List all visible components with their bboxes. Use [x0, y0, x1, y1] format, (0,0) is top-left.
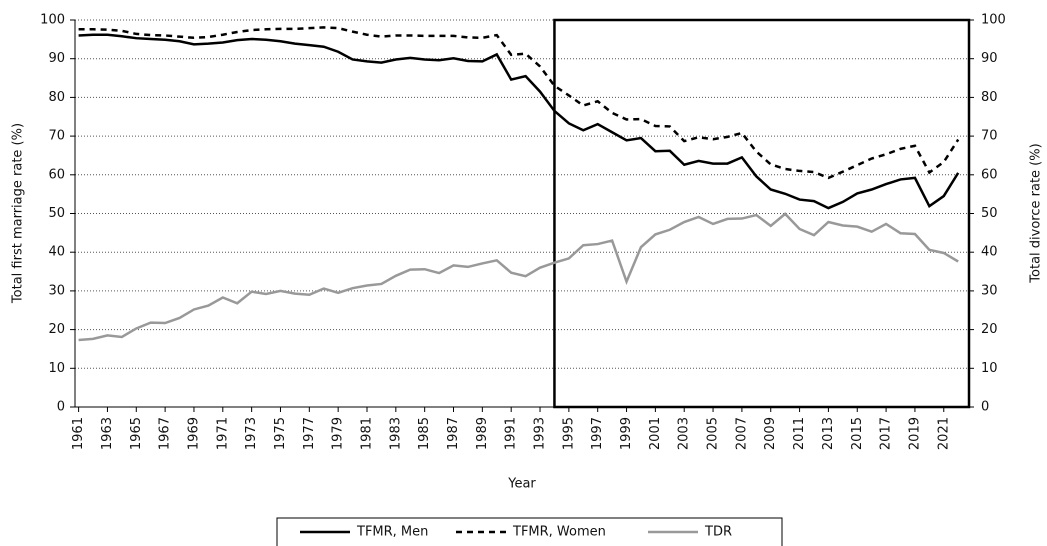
x-tick-label: 1975 [273, 417, 288, 450]
series-line [78, 26, 960, 180]
x-tick-label: 1993 [533, 417, 548, 450]
y2-tick-label: 60 [981, 167, 998, 182]
y2-tick-label: 80 [981, 90, 998, 105]
y-tick-label: 30 [48, 283, 65, 298]
y2-axis-label: Total divorce rate (%) [1029, 143, 1044, 283]
y-tick-label: 90 [48, 51, 65, 66]
x-tick-label: 2003 [677, 417, 692, 450]
x-tick-label: 2001 [648, 417, 663, 450]
series-line [78, 212, 959, 342]
highlight-box [553, 18, 971, 409]
y-tick-label: 80 [48, 90, 65, 105]
y-tick-label: 10 [48, 361, 65, 376]
x-tick-label: 2015 [850, 417, 865, 450]
x-tick-label: 1995 [561, 417, 576, 450]
x-axis-label: Year [507, 477, 536, 492]
legend-box [276, 517, 783, 546]
legend-label: TFMR, Men [356, 525, 428, 540]
y-tick-label: 20 [48, 322, 65, 337]
x-tick-label: 1967 [158, 417, 173, 450]
y2-tick-label: 0 [981, 400, 989, 415]
x-tick-label: 1963 [100, 417, 115, 450]
y-tick-label: 0 [57, 400, 65, 415]
x-tick-label: 1989 [475, 417, 490, 450]
y-tick-label: 60 [48, 167, 65, 182]
y-tick-label: 50 [48, 206, 65, 221]
x-tick-label: 1979 [331, 417, 346, 450]
y-tick-label: 70 [48, 129, 65, 144]
y2-tick-label: 50 [981, 206, 998, 221]
y2-tick-label: 100 [981, 13, 1006, 28]
x-tick-label: 1987 [446, 417, 461, 450]
x-tick-label: 2009 [763, 417, 778, 450]
x-tick-label: 1977 [302, 417, 317, 450]
y-tick-label: 100 [40, 13, 65, 28]
y2-tick-label: 10 [981, 361, 998, 376]
y-axis-label: Total first marriage rate (%) [11, 123, 26, 304]
x-tick-label: 1973 [244, 417, 259, 450]
x-tick-label: 1969 [186, 417, 201, 450]
y2-tick-label: 70 [981, 129, 998, 144]
x-tick-label: 1965 [129, 417, 144, 450]
x-tick-label: 2019 [907, 417, 922, 450]
x-tick-label: 2017 [879, 417, 894, 450]
x-tick-label: 1997 [590, 417, 605, 450]
x-tick-label: 1983 [388, 417, 403, 450]
x-tick-label: 2021 [936, 417, 951, 450]
x-tick-label: 1999 [619, 417, 634, 450]
x-tick-label: 1961 [71, 417, 86, 450]
x-tick-label: 1991 [504, 417, 519, 450]
x-tick-label: 2007 [734, 417, 749, 450]
y2-tick-label: 20 [981, 322, 998, 337]
x-tick-label: 2005 [706, 417, 721, 450]
y2-tick-label: 30 [981, 283, 998, 298]
y-tick-label: 40 [48, 245, 65, 260]
y2-tick-label: 40 [981, 245, 998, 260]
legend-label: TDR [704, 525, 732, 540]
x-tick-label: 2013 [821, 417, 836, 450]
x-tick-label: 1981 [359, 417, 374, 450]
y2-tick-label: 90 [981, 51, 998, 66]
series-line [78, 33, 960, 210]
legend-label: TFMR, Women [512, 525, 606, 540]
x-tick-label: 1985 [417, 417, 432, 450]
x-tick-label: 2011 [792, 417, 807, 450]
x-tick-label: 1971 [215, 417, 230, 450]
